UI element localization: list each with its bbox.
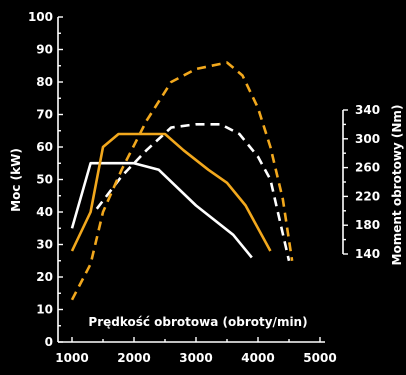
x-tick-label: 3000 (179, 351, 212, 365)
y-tick-label: 10 (36, 303, 53, 317)
x-tick-label: 4000 (241, 351, 274, 365)
y2-tick-label: 340 (355, 103, 380, 117)
y-tick-label: 70 (36, 108, 53, 122)
y2-tick-label: 180 (355, 218, 380, 232)
x-axis-title: Prędkość obrotowa (obroty/min) (88, 315, 307, 329)
y2-axis-title: Moment obrotowy (Nm) (390, 105, 404, 266)
axes: 0 10 20 30 40 50 60 70 80 90 100 1000 2000 3000 4000 50… (28, 10, 380, 365)
series-line-4 (70, 61, 294, 301)
series-layer (70, 61, 294, 301)
y-tick-label: 80 (36, 75, 53, 89)
x-tick-label: 1000 (55, 351, 88, 365)
y-tick-label: 0 (45, 335, 53, 349)
x-tick-label: 2000 (117, 351, 150, 365)
y-tick-label: 50 (36, 173, 53, 187)
y2-tick-label: 300 (355, 132, 380, 146)
y-axis-title: Moc (kW) (9, 148, 23, 212)
y2-tick-label: 220 (355, 189, 380, 203)
x-tick-label: 5000 (303, 351, 336, 365)
labels: Prędkość obrotowa (obroty/min) Moc (kW) … (9, 105, 404, 329)
y-tick-label: 20 (36, 270, 53, 284)
y-tick-label: 30 (36, 238, 53, 252)
series-line-1 (70, 161, 253, 259)
series-line-2 (95, 123, 291, 262)
series-line-3 (70, 132, 272, 252)
y2-tick-label: 140 (355, 247, 380, 261)
y-tick-label: 100 (28, 10, 53, 24)
y2-tick-label: 260 (355, 161, 380, 175)
y-tick-label: 90 (36, 43, 53, 57)
y-tick-label: 60 (36, 140, 53, 154)
y-tick-label: 40 (36, 205, 53, 219)
